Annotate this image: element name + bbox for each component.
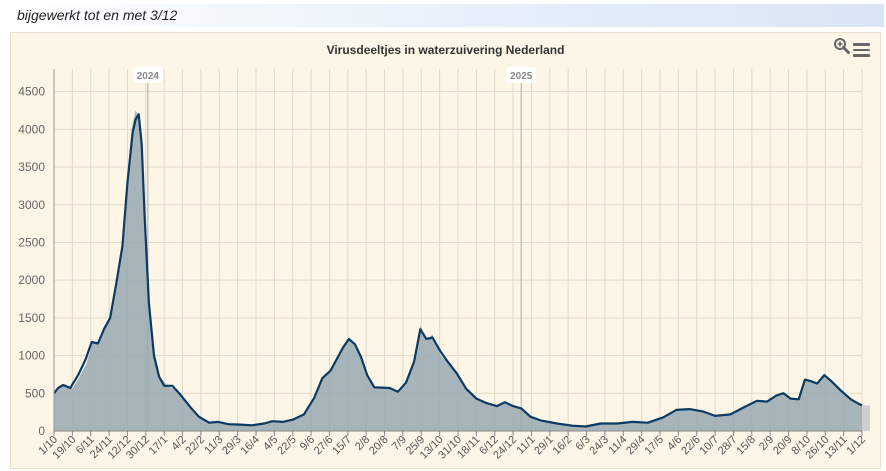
x-tick-label: 15/7: [330, 434, 354, 458]
area-series: [54, 110, 870, 431]
update-banner: bijgewerkt tot en met 3/12: [10, 4, 884, 27]
y-tick-label: 500: [25, 386, 45, 400]
x-tick-label: 10/7: [698, 434, 722, 458]
x-tick-label: 20/9: [771, 434, 795, 458]
update-text: bijgewerkt tot en met 3/12: [17, 7, 178, 23]
x-tick-label: 28/7: [716, 434, 740, 458]
y-tick-label: 2000: [18, 273, 45, 287]
x-tick-label: 29/3: [220, 434, 244, 458]
x-tick-label: 17/1: [147, 434, 171, 458]
y-tick-label: 0: [38, 424, 45, 438]
y-tick-label: 2500: [18, 235, 45, 249]
y-tick-label: 4000: [18, 122, 45, 136]
x-tick-label: 24/3: [587, 434, 611, 458]
year-label: 2024: [137, 71, 160, 82]
trend-line: [53, 113, 863, 428]
x-tick-label: 20/8: [367, 434, 391, 458]
y-tick-label: 1500: [18, 311, 45, 325]
year-label-bg: [132, 67, 163, 83]
x-tick-label: 11/3: [202, 434, 225, 457]
chart-title: Virusdeeltjes in waterzuivering Nederlan…: [326, 43, 565, 57]
chart-panel: 2024 2025 0 500 1000 1500 2000 2500 3000 3500 400…: [10, 32, 881, 469]
year-label: 2025: [510, 71, 533, 82]
axes: [53, 69, 863, 436]
chart-svg: 2024 2025 0 500 1000 1500 2000 2500 3000 3500 400…: [18, 67, 870, 462]
x-tick-label: 1/12: [844, 434, 868, 458]
y-tick-labels: 0 500 1000 1500 2000 2500 3000 3500 4000 4500: [18, 85, 45, 438]
x-tick-label: 15/8: [734, 434, 758, 458]
line-series: [53, 113, 863, 428]
y-tick-label: 3000: [18, 198, 45, 212]
y-tick-label: 4500: [18, 85, 45, 99]
x-tick-label: 16/4: [238, 434, 262, 458]
x-tick-label: 17/5: [642, 434, 666, 458]
year-markers: 2024 2025: [132, 67, 537, 431]
area-tail: [862, 405, 870, 431]
hamburger-menu-icon[interactable]: [853, 43, 870, 60]
x-tick-label: 22/2: [183, 434, 207, 458]
y-tick-label: 1000: [18, 349, 45, 363]
area-fill: [54, 110, 862, 431]
y-tick-label: 3500: [18, 160, 45, 174]
x-tick-label: 11/4: [606, 434, 629, 457]
x-tick-label: 11/1: [515, 434, 538, 457]
x-tick-label: 22/6: [679, 434, 703, 458]
x-tick-label: 22/5: [275, 434, 299, 458]
year-label-bg: [506, 67, 537, 83]
x-tick-label: 29/4: [624, 434, 648, 458]
x-tick-label: 29/1: [532, 434, 556, 458]
x-tick-label: 27/6: [312, 434, 336, 458]
x-tick-label: 16/2: [551, 434, 575, 458]
